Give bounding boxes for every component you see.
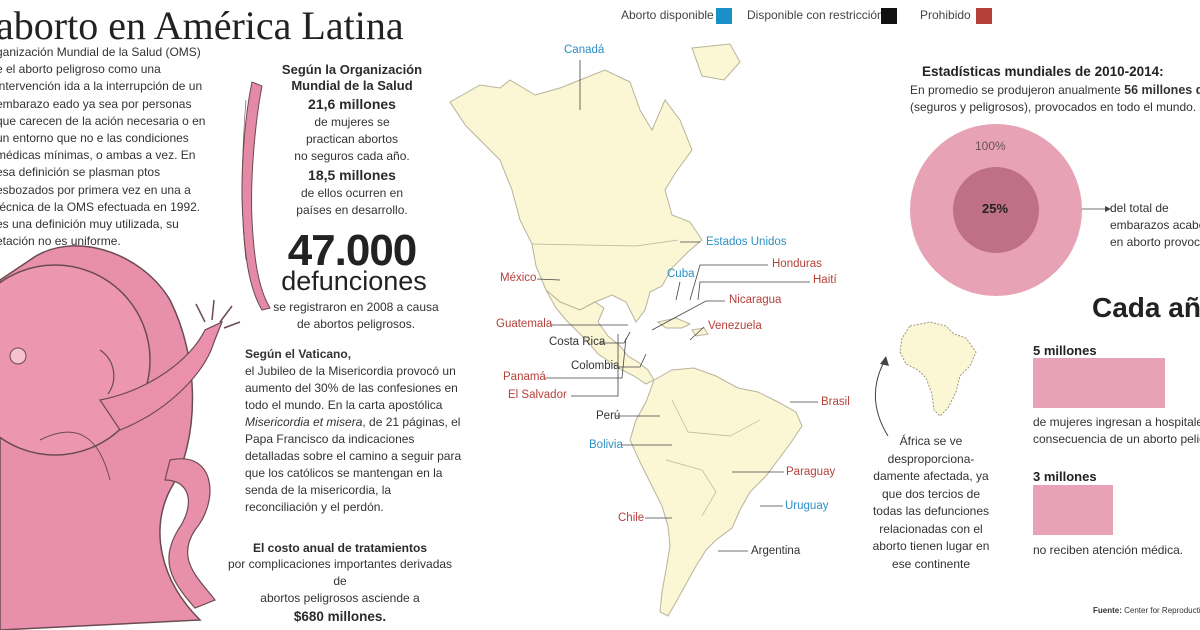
map-label-honduras: Honduras [772, 258, 822, 270]
map-label-mexico: México [500, 272, 537, 284]
oms-text-1a: de mujeres se [314, 115, 390, 129]
oms-text-2a: de ellos ocurren en [300, 186, 404, 200]
yearly-title: Cada año [1092, 292, 1200, 323]
source-note: Fuente: Center for Reproducti [1093, 606, 1200, 615]
oms-block: Según la Organización Mundial de la Salu… [272, 62, 432, 219]
page-title: aborto en América Latina [0, 3, 404, 48]
stats-line-1-bold: 56 millones de ab [1124, 83, 1200, 97]
donut-chart [910, 124, 1082, 296]
map-label-canada: Canadá [564, 44, 605, 56]
legend-swatch-blue [716, 8, 732, 24]
deaths-caption-1: se registraron en 2008 a causa [273, 300, 439, 314]
map-label-peru: Perú [596, 410, 621, 422]
donut-outer-label: 100% [975, 139, 1006, 153]
oms-heading-2: Mundial de la Salud [291, 78, 413, 93]
yearly-5m-text-2: consecuencia de un aborto peligro [1033, 432, 1200, 446]
legend-item-available: Aborto disponible [621, 8, 732, 26]
oms-text-1b: practican abortos [305, 132, 399, 146]
yearly-5m-box [1033, 358, 1165, 408]
stats-title: Estadísticas mundiales de 2010-2014: [922, 64, 1164, 79]
oms-text-2b: países en desarrollo. [296, 203, 408, 217]
map-label-el-salvador: El Salvador [508, 389, 567, 401]
vatican-text-1: el Jubileo de la Misericordia provocó un… [245, 364, 458, 412]
map-label-brasil: Brasil [821, 396, 850, 408]
donut-callout-3: en aborto provocad [1110, 235, 1200, 249]
vatican-heading: Según el Vaticano, [245, 347, 352, 361]
donut-callout-2: embarazos acabó [1110, 218, 1200, 232]
donut-callout-1: del total de [1110, 201, 1169, 215]
map-label-guatemala: Guatemala [496, 318, 553, 330]
map-label-costa-rica: Costa Rica [549, 336, 606, 348]
donut-inner-label: 25% [982, 201, 1009, 216]
deaths-word: defunciones [281, 266, 427, 296]
map-label-nicaragua: Nicaragua [729, 294, 782, 306]
map-label-usa: Estados Unidos [706, 236, 787, 248]
fetus-illustration [0, 81, 271, 630]
map-label-paraguay: Paraguay [786, 466, 836, 478]
map-label-cuba: Cuba [667, 268, 695, 280]
cost-heading: El costo anual de tratamientos [252, 541, 428, 555]
map-label-argentina: Argentina [751, 545, 801, 557]
map-label-panama: Panamá [503, 371, 546, 383]
map-label-haiti: Haití [813, 274, 837, 286]
stats-line-1: En promedio se produjeron anualmente 56 … [910, 82, 1200, 99]
legend-item-prohibited: Prohibido [920, 8, 992, 26]
intro-paragraph: ganización Mundial de la Salud (OMS) e e… [0, 45, 206, 249]
yearly-5m-heading: 5 millones [1033, 343, 1097, 358]
oms-number-2: 18,5 millones [308, 167, 396, 183]
map-label-chile: Chile [618, 512, 645, 524]
legend-item-restricted: Disponible con restricción [747, 8, 897, 26]
map-label-colombia: Colombia [571, 360, 620, 372]
cost-block: El costo anual de tratamientos por compl… [220, 540, 460, 627]
africa-text: África se ve desproporciona- damente afe… [872, 434, 990, 571]
cost-line-2: abortos peligrosos asciende a [260, 591, 420, 605]
oms-text-1c: no seguros cada año. [294, 149, 410, 163]
map-label-bolivia: Bolivia [589, 439, 623, 451]
legend-label: Disponible con restricción [747, 8, 884, 22]
cost-amount: $680 millones. [293, 609, 387, 624]
yearly-3m-heading: 3 millones [1033, 469, 1097, 484]
oms-heading-1: Según la Organización [281, 62, 423, 77]
legend-label: Prohibido [920, 8, 971, 22]
vatican-block: Según el Vaticano, el Jubileo de la Mise… [245, 346, 465, 516]
legend-label: Aborto disponible [621, 8, 714, 22]
map-label-uruguay: Uruguay [785, 500, 829, 512]
africa-map [899, 321, 977, 417]
legend-swatch-red [976, 8, 992, 24]
map-label-venezuela: Venezuela [708, 320, 762, 332]
deaths-caption-2: de abortos peligrosos. [296, 317, 416, 331]
source-label: Fuente: [1093, 606, 1122, 615]
yearly-3m-box [1033, 485, 1113, 535]
yearly-5m-text-1: de mujeres ingresan a hospitales c [1033, 415, 1200, 429]
vatican-letter-title: Misericordia et misera [245, 415, 363, 429]
donut-inner-circle [953, 167, 1039, 253]
stats-line-2: (seguros y peligrosos), provocados en to… [910, 100, 1197, 114]
legend-swatch-black [881, 8, 897, 24]
source-text: Center for Reproducti [1124, 606, 1200, 615]
yearly-3m-text: no reciben atención médica. [1033, 543, 1184, 557]
americas-map [449, 43, 803, 617]
stats-line-1-text: En promedio se produjeron anualmente [910, 83, 1125, 97]
cost-line-1: por complicaciones importantes derivadas… [227, 557, 453, 588]
oms-number-1: 21,6 millones [308, 96, 396, 112]
deaths-number: 47.000 [287, 226, 418, 275]
vatican-text-2: , de 21 páginas, el Papa Francisco da in… [245, 415, 462, 514]
